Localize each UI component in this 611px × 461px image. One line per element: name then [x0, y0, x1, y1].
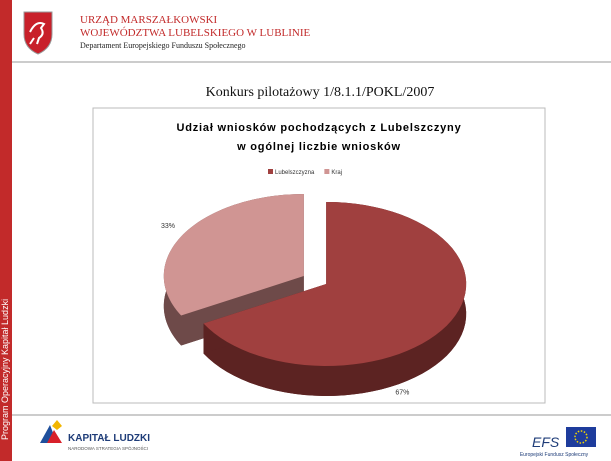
header-line3: Departament Europejskiego Funduszu Społe… — [80, 41, 246, 50]
kl-logo — [40, 420, 62, 443]
footer-right-title: EFS — [532, 434, 560, 450]
side-band — [0, 0, 12, 461]
footer-left-title: KAPITAŁ LUDZKI — [68, 433, 150, 444]
eu-flag — [566, 427, 596, 447]
side-text: Program Operacyjny Kapitał Ludzki — [0, 299, 10, 440]
header-line1: URZĄD MARSZAŁKOWSKI — [80, 14, 218, 26]
data-label: 33% — [161, 223, 175, 230]
footer-left-sub: NARODOWA STRATEGIA SPÓJNOŚCI — [68, 444, 148, 451]
subtitle: Konkurs pilotażowy 1/8.1.1/POKL/2007 — [206, 85, 435, 100]
legend-swatch — [268, 169, 273, 174]
eu-stars — [574, 430, 588, 444]
slice — [163, 194, 304, 316]
footer-right-sub: Europejski Fundusz Społeczny — [520, 452, 589, 458]
legend-swatch — [324, 169, 330, 174]
data-label: 67% — [395, 390, 409, 397]
legend-label: Kraj — [331, 170, 342, 176]
logo — [23, 11, 53, 55]
chart-title: Udział wniosków pochodzących z Lubelszcz… — [176, 122, 461, 134]
header-line2: WOJEWÓDZTWA LUBELSKIEGO W LUBLINIE — [80, 27, 311, 39]
slice — [203, 201, 467, 366]
chart-title: w ogólnej liczbie wniosków — [236, 141, 401, 153]
legend-label: Lubelszczyzna — [275, 170, 315, 176]
pie-chart: Lubelszczyzna Kraj 67% 33% — [161, 169, 467, 397]
